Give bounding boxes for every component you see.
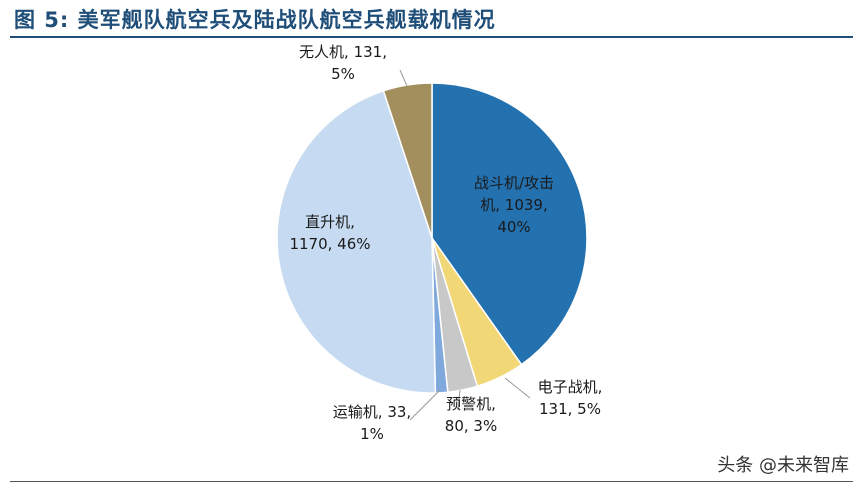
slice-labels: 战斗机/攻击机, 1039, 40% 电子战机, 131, 5% 预警机, 80, 3% 运… (289, 43, 602, 443)
figure-title: 图 5: 美军舰队航空兵及陆战队航空兵舰载机情况 (14, 8, 496, 32)
leader-lines (399, 69, 531, 421)
bottom-divider (10, 481, 853, 482)
leader-line-6 (399, 69, 408, 87)
pie-slices (276, 82, 588, 394)
title-divider (10, 36, 853, 38)
slice-label-5: 直升机, 1170, 46% (289, 213, 370, 253)
pie-slice-6 (382, 82, 433, 239)
leader-line-4 (409, 389, 441, 421)
slice-label-1: 战斗机/攻击机, 1039, 40% (474, 174, 554, 236)
slice-label-6: 无人机, 131, 5% (299, 43, 387, 83)
leader-line-3 (457, 389, 461, 411)
slice-label-3: 预警机, 80, 3% (445, 395, 497, 435)
watermark: 头条 @未来智库 (717, 455, 849, 476)
pie-slice-5 (276, 89, 437, 394)
leader-line-2 (504, 377, 531, 399)
slice-label-2: 电子战机, 131, 5% (538, 378, 603, 418)
pie-slice-1 (431, 82, 588, 366)
slice-label-4: 运输机, 33, 1% (333, 403, 411, 443)
